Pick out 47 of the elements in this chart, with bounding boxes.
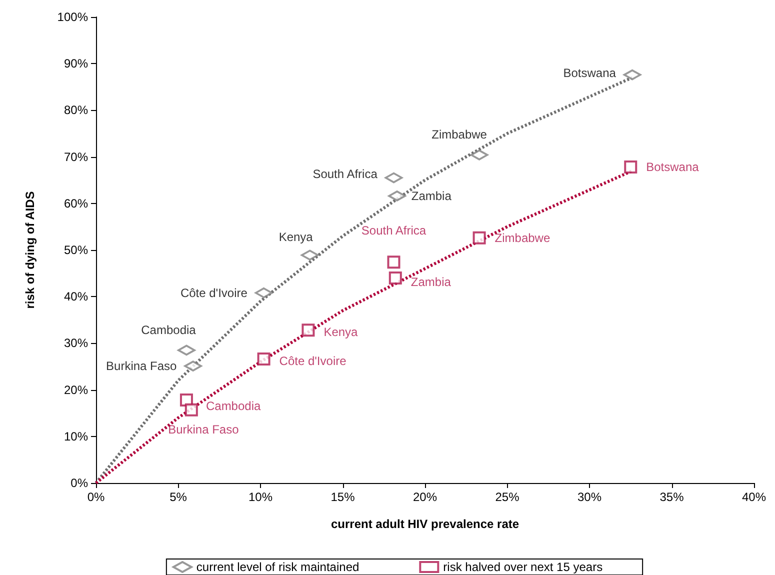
data-label: Botswana: [646, 160, 700, 174]
x-tick-label: 25%: [495, 490, 520, 504]
y-tick-label: 50%: [64, 243, 88, 257]
point: [302, 324, 315, 337]
x-axis-title: current adult HIV prevalence rate: [330, 517, 520, 531]
data-label: Zambia: [410, 274, 452, 289]
data-label: Kenya: [278, 230, 314, 244]
data-label: Burkina Faso: [168, 422, 240, 436]
y-tick-label: 60%: [64, 196, 88, 210]
data-label: Burkina Faso: [106, 359, 178, 374]
point: [472, 231, 486, 244]
data-label: Zimbabwe: [494, 230, 550, 245]
legend-label: current level of risk maintained: [196, 560, 360, 574]
x-tick-label: 10%: [248, 490, 273, 504]
x-tick-label: 20%: [412, 490, 438, 504]
data-label: Kenya: [324, 325, 358, 340]
data-label: Cambodia: [206, 399, 261, 414]
y-tick-label: 0%: [70, 476, 88, 490]
data-label: Cambodia: [141, 322, 196, 337]
legend-label: risk halved over next 15 years: [443, 560, 603, 574]
y-tick-label: 20%: [64, 382, 88, 397]
x-tick-label: 30%: [577, 490, 602, 504]
x-tick-label: 0%: [87, 490, 105, 504]
data-label: Côte d'Ivoire: [180, 286, 248, 300]
y-tick-label: 80%: [64, 103, 88, 118]
point: [257, 352, 270, 366]
y-tick-label: 30%: [64, 336, 88, 350]
x-tick-label: 15%: [330, 490, 356, 504]
point: [624, 160, 638, 174]
x-tick-label: 5%: [170, 490, 188, 504]
y-tick-label: 10%: [64, 429, 88, 444]
point: [184, 403, 198, 416]
data-label: Zambia: [411, 188, 452, 203]
y-tick-label: 40%: [64, 290, 88, 304]
y-tick-label: 100%: [57, 10, 88, 24]
y-tick-label: 90%: [64, 56, 88, 71]
y-tick-label: 70%: [64, 150, 88, 164]
point: [388, 271, 402, 284]
data-label: South Africa: [361, 224, 426, 238]
y-axis-title: risk of dying of AIDS: [23, 191, 37, 309]
x-tick-label: 40%: [742, 490, 766, 504]
x-tick-label: 35%: [660, 490, 684, 504]
data-label: Botswana: [563, 66, 616, 80]
data-label: Côte d'Ivoire: [279, 354, 347, 368]
data-label: South Africa: [312, 166, 378, 181]
point: [387, 256, 400, 269]
data-label: Zimbabwe: [432, 128, 488, 142]
